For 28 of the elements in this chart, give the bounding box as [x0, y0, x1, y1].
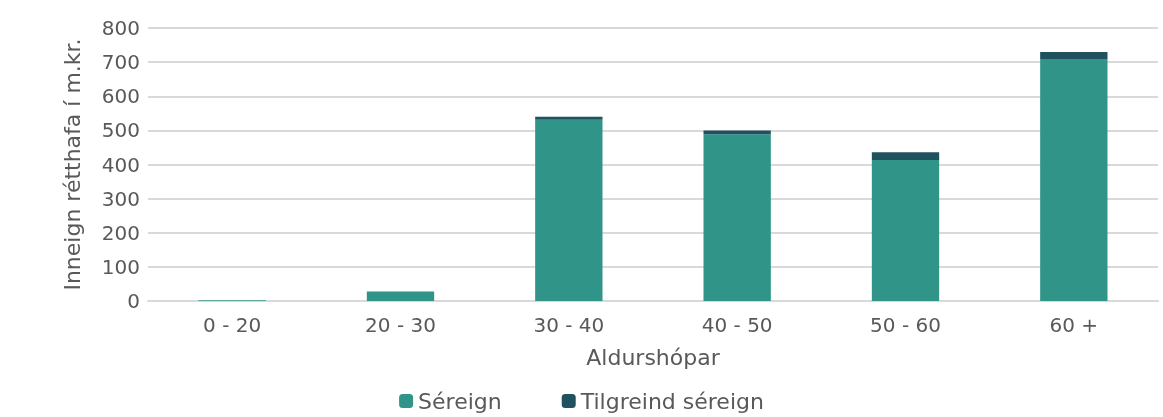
x-tick-label: 0 - 20 [203, 313, 262, 337]
x-tick-label: 50 - 60 [870, 313, 941, 337]
y-axis-title: Inneign rétthafa í m.kr. [59, 38, 85, 291]
y-tick-label: 0 [127, 289, 140, 313]
x-tick-label: 30 - 40 [533, 313, 605, 337]
bar [871, 160, 940, 301]
y-tick-label: 200 [101, 220, 140, 245]
bar [535, 119, 603, 301]
x-tick-label: 60 + [1049, 313, 1099, 337]
y-tick-label: 700 [101, 50, 140, 75]
legend-label: Séreign [418, 388, 502, 414]
y-tick-label: 300 [101, 186, 140, 211]
x-tick-label: 40 - 50 [701, 313, 773, 337]
bar [871, 152, 940, 161]
legend-label: Tilgreind séreign [579, 388, 764, 414]
x-tick-label: 20 - 30 [365, 313, 436, 337]
y-tick-label: 600 [101, 84, 140, 109]
bar [1040, 59, 1108, 301]
bar [535, 116, 603, 120]
bar [703, 130, 771, 135]
y-tick-label: 800 [101, 16, 140, 40]
y-tick-label: 400 [101, 152, 140, 177]
bar [703, 134, 771, 301]
y-tick-label: 100 [101, 254, 140, 279]
x-axis-title: Aldurshópar [586, 344, 721, 370]
bar [1040, 51, 1108, 60]
bar [366, 291, 435, 301]
y-tick-label: 500 [101, 118, 140, 143]
